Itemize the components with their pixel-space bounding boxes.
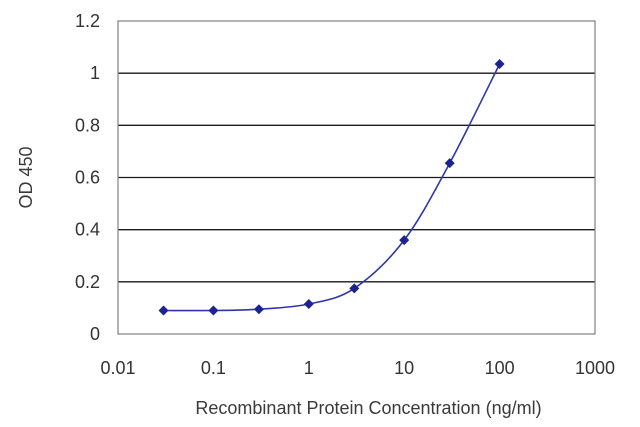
data-point: [444, 158, 455, 169]
x-axis-label: Recombinant Protein Concentration (ng/ml…: [195, 398, 541, 418]
data-point: [253, 304, 264, 315]
data-points: [158, 59, 505, 316]
data-point: [349, 283, 360, 294]
y-tick-label: 0.2: [75, 272, 100, 292]
x-tick-label: 0.01: [100, 358, 135, 378]
y-tick-label: 1: [90, 63, 100, 83]
data-point: [208, 305, 219, 316]
data-point: [303, 299, 314, 310]
data-point: [494, 59, 505, 70]
x-tick-label: 100: [485, 358, 515, 378]
x-tick-label: 1000: [575, 358, 615, 378]
data-point: [158, 305, 169, 316]
y-tick-labels: 0 0.2 0.4 0.6 0.8 1 1.2: [75, 11, 100, 344]
x-tick-label: 10: [394, 358, 414, 378]
plot-frame: [117, 20, 596, 335]
y-tick-label: 0.8: [75, 115, 100, 135]
y-axis-label: OD 450: [16, 146, 36, 208]
x-tick-label: 0.1: [201, 358, 226, 378]
y-tick-label: 1.2: [75, 11, 100, 31]
x-tick-labels: 0.01 0.1 1 10 100 1000: [100, 358, 615, 378]
y-tick-label: 0.6: [75, 168, 100, 188]
grid-lines: [118, 72, 595, 283]
x-tick-label: 1: [304, 358, 314, 378]
series-line: [163, 63, 501, 312]
y-tick-label: 0: [90, 324, 100, 344]
y-tick-label: 0.4: [75, 220, 100, 240]
data-point: [399, 235, 410, 246]
